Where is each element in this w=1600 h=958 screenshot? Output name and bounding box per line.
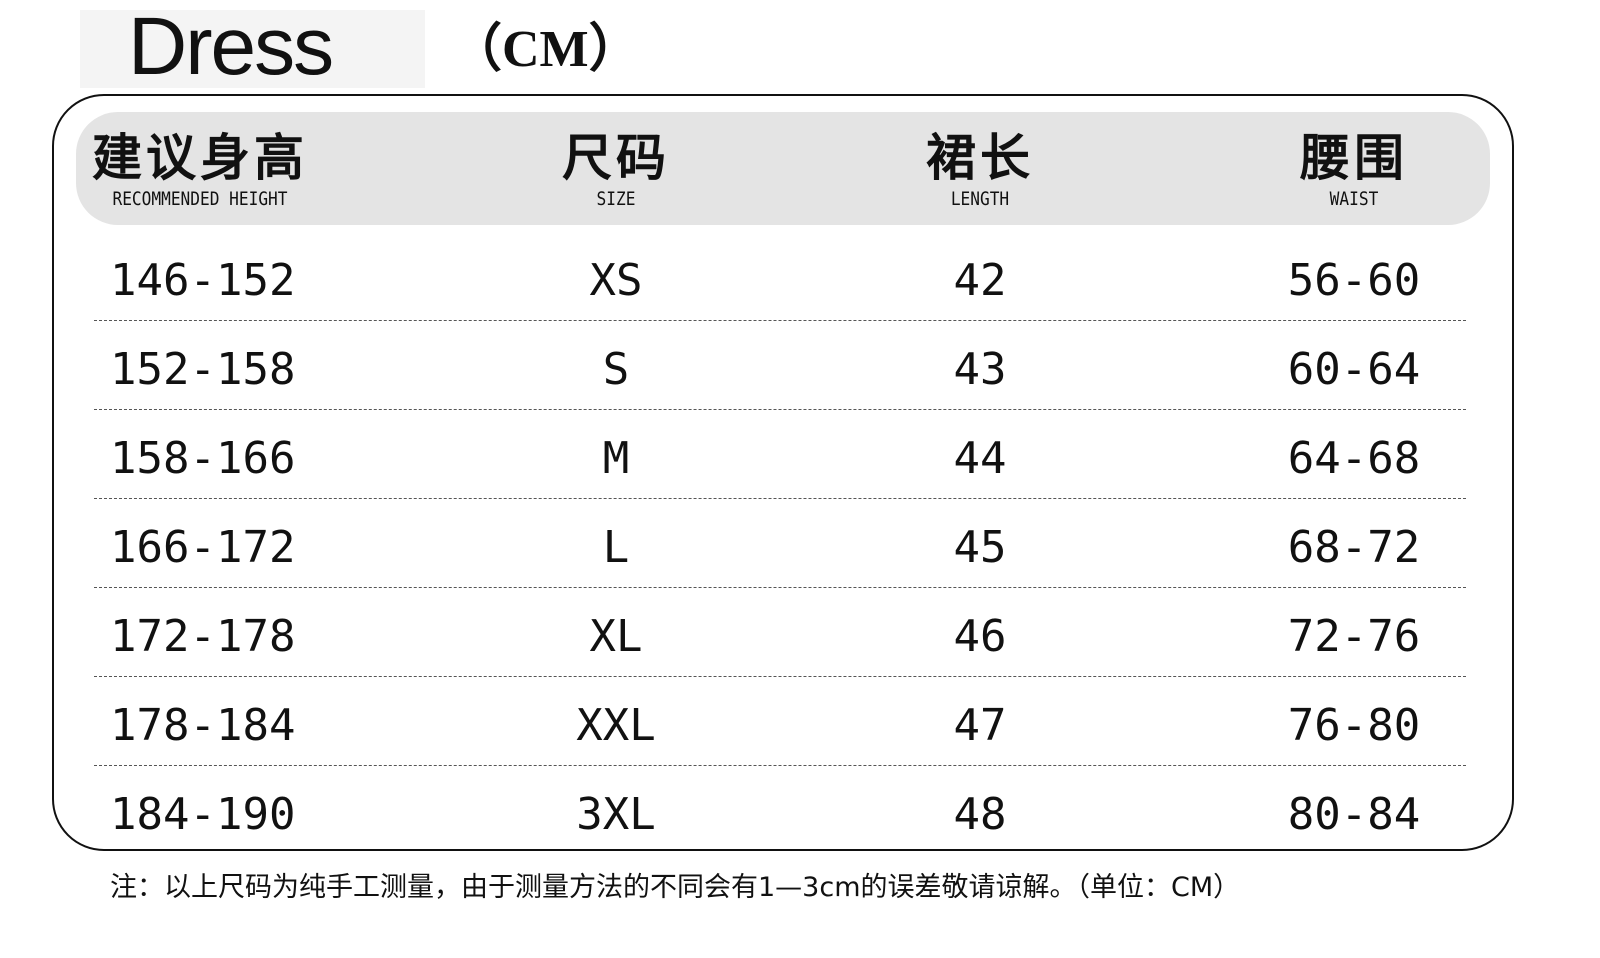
waist-cell: 56-60 [1287, 255, 1421, 306]
table-row: 172-178 XL 46 72-76 [0, 592, 1600, 681]
header-height: 建议身高 RECOMMENDED HEIGHT [92, 128, 308, 210]
row-divider [94, 409, 1466, 410]
title-background [80, 10, 425, 88]
size-cell: S [602, 344, 630, 395]
waist-cell: 60-64 [1287, 344, 1421, 395]
row-divider [94, 320, 1466, 321]
waist-cell: 80-84 [1287, 789, 1421, 840]
size-cell: L [602, 522, 630, 573]
length-cell: 48 [953, 789, 1007, 840]
waist-cell: 68-72 [1287, 522, 1421, 573]
footnote: 注：以上尺码为纯手工测量，由于测量方法的不同会有1—3cm的误差敬请谅解。（单位… [110, 872, 1241, 903]
header-size: 尺码 SIZE [562, 128, 670, 210]
height-cell: 166-172 [110, 522, 296, 573]
header-cn: 尺码 [562, 129, 670, 187]
table-row: 152-158 S 43 60-64 [0, 325, 1600, 414]
height-cell: 184-190 [110, 789, 296, 840]
size-cell: XXL [576, 700, 656, 751]
row-divider [94, 498, 1466, 499]
height-cell: 158-166 [110, 433, 296, 484]
waist-cell: 64-68 [1287, 433, 1421, 484]
table-row: 178-184 XXL 47 76-80 [0, 681, 1600, 770]
length-cell: 47 [953, 700, 1007, 751]
header-cn: 裙长 [926, 129, 1034, 187]
header-length: 裙长 LENGTH [926, 128, 1034, 210]
row-divider [94, 765, 1466, 766]
length-cell: 44 [953, 433, 1007, 484]
header-waist: 腰围 WAIST [1300, 128, 1408, 210]
height-cell: 152-158 [110, 344, 296, 395]
header-en: RECOMMENDED HEIGHT [112, 188, 288, 210]
row-divider [94, 676, 1466, 677]
length-cell: 43 [953, 344, 1007, 395]
height-cell: 172-178 [110, 611, 296, 662]
waist-cell: 76-80 [1287, 700, 1421, 751]
table-header [76, 112, 1490, 225]
table-row: 166-172 L 45 68-72 [0, 503, 1600, 592]
size-cell: 3XL [576, 789, 656, 840]
length-cell: 46 [953, 611, 1007, 662]
size-cell: M [602, 433, 630, 484]
page-title: Dress [128, 1, 334, 92]
length-cell: 42 [953, 255, 1007, 306]
length-cell: 45 [953, 522, 1007, 573]
table-row: 184-190 3XL 48 80-84 [0, 770, 1600, 859]
header-cn: 建议身高 [92, 129, 308, 187]
header-en: SIZE [596, 188, 636, 210]
header-en: LENGTH [950, 188, 1010, 210]
header-en: WAIST [1329, 188, 1379, 210]
header-cn: 腰围 [1300, 129, 1408, 187]
row-divider [94, 587, 1466, 588]
unit-label: （CM） [450, 21, 641, 78]
table-row: 146-152 XS 42 56-60 [0, 236, 1600, 325]
size-cell: XS [589, 255, 643, 306]
height-cell: 146-152 [110, 255, 296, 306]
size-table-frame [52, 94, 1514, 851]
table-row: 158-166 M 44 64-68 [0, 414, 1600, 503]
waist-cell: 72-76 [1287, 611, 1421, 662]
size-cell: XL [589, 611, 643, 662]
height-cell: 178-184 [110, 700, 296, 751]
